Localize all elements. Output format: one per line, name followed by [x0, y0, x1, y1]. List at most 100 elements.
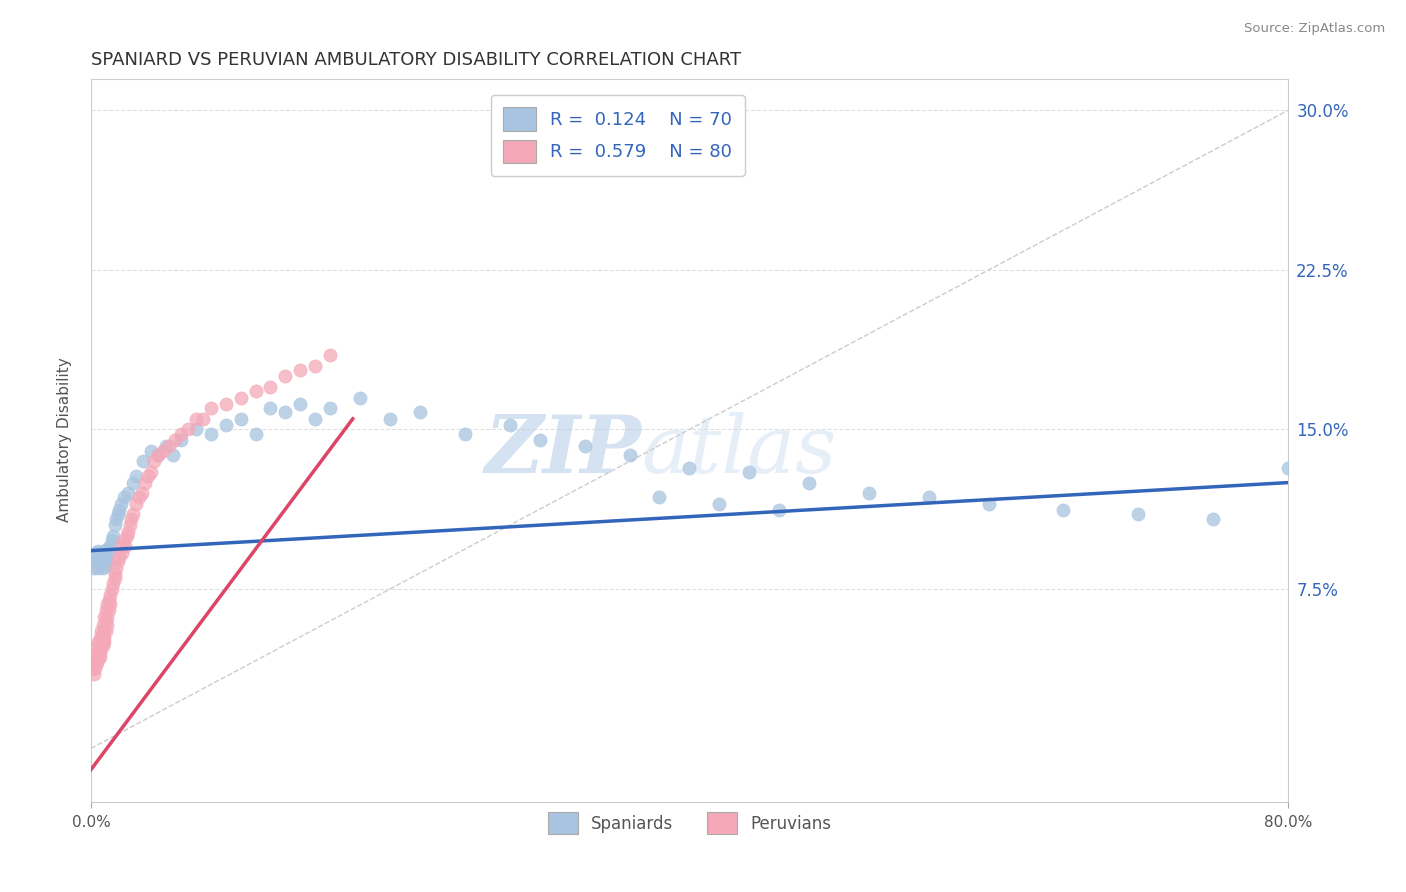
Point — [87, 646, 110, 660]
Point — [152, 443, 174, 458]
Point — [117, 524, 139, 539]
Point — [148, 448, 170, 462]
Point — [83, 652, 105, 666]
Point — [90, 554, 112, 568]
Point — [97, 546, 120, 560]
Point — [290, 363, 312, 377]
Text: atlas: atlas — [641, 412, 837, 490]
Point — [121, 508, 143, 522]
Point — [977, 497, 1000, 511]
Point — [499, 418, 522, 433]
Point — [87, 652, 110, 666]
Point — [101, 582, 124, 596]
Point — [93, 624, 115, 639]
Point — [128, 491, 150, 505]
Point — [104, 567, 127, 582]
Point — [245, 426, 267, 441]
Point — [89, 557, 111, 571]
Point — [134, 475, 156, 490]
Point — [87, 652, 110, 666]
Point — [91, 635, 114, 649]
Point — [162, 448, 184, 462]
Point — [91, 560, 114, 574]
Point — [120, 512, 142, 526]
Point — [91, 548, 114, 562]
Point — [155, 440, 177, 454]
Point — [1202, 512, 1225, 526]
Point — [319, 401, 342, 416]
Point — [163, 433, 186, 447]
Point — [112, 533, 135, 547]
Point — [84, 660, 107, 674]
Point — [118, 518, 141, 533]
Point — [738, 465, 761, 479]
Point — [229, 391, 252, 405]
Point — [96, 609, 118, 624]
Point — [84, 546, 107, 560]
Point — [89, 650, 111, 665]
Point — [139, 465, 162, 479]
Point — [93, 635, 115, 649]
Point — [142, 454, 165, 468]
Y-axis label: Ambulatory Disability: Ambulatory Disability — [58, 358, 72, 523]
Point — [96, 618, 118, 632]
Point — [93, 552, 115, 566]
Point — [86, 650, 108, 665]
Point — [304, 359, 326, 373]
Point — [454, 426, 477, 441]
Point — [136, 469, 159, 483]
Point — [93, 543, 115, 558]
Point — [1128, 508, 1150, 522]
Point — [214, 397, 236, 411]
Point — [619, 448, 641, 462]
Point — [115, 529, 138, 543]
Point — [86, 554, 108, 568]
Point — [148, 448, 170, 462]
Point — [319, 348, 342, 362]
Point — [112, 491, 135, 505]
Point — [84, 646, 107, 660]
Text: Source: ZipAtlas.com: Source: ZipAtlas.com — [1244, 22, 1385, 36]
Point — [87, 560, 110, 574]
Point — [105, 560, 128, 574]
Point — [200, 426, 222, 441]
Point — [83, 667, 105, 681]
Point — [768, 503, 790, 517]
Point — [125, 497, 148, 511]
Point — [107, 508, 129, 522]
Point — [90, 635, 112, 649]
Point — [91, 640, 114, 654]
Point — [1052, 503, 1074, 517]
Point — [84, 549, 107, 564]
Point — [86, 657, 108, 671]
Point — [184, 422, 207, 436]
Point — [101, 533, 124, 547]
Point — [409, 405, 432, 419]
Point — [94, 558, 117, 573]
Point — [529, 433, 551, 447]
Point — [108, 549, 131, 564]
Point — [104, 518, 127, 533]
Point — [157, 440, 180, 454]
Point — [97, 592, 120, 607]
Point — [858, 486, 880, 500]
Point — [100, 540, 122, 554]
Point — [191, 412, 214, 426]
Point — [274, 405, 297, 419]
Point — [82, 660, 104, 674]
Point — [89, 549, 111, 564]
Point — [84, 657, 107, 671]
Point — [229, 412, 252, 426]
Point — [87, 543, 110, 558]
Legend: Spaniards, Peruvians: Spaniards, Peruvians — [537, 803, 841, 844]
Point — [86, 640, 108, 654]
Text: ZIP: ZIP — [485, 412, 641, 490]
Point — [132, 454, 155, 468]
Point — [797, 475, 820, 490]
Point — [709, 497, 731, 511]
Point — [104, 571, 127, 585]
Point — [117, 486, 139, 500]
Point — [83, 660, 105, 674]
Point — [100, 597, 122, 611]
Point — [105, 512, 128, 526]
